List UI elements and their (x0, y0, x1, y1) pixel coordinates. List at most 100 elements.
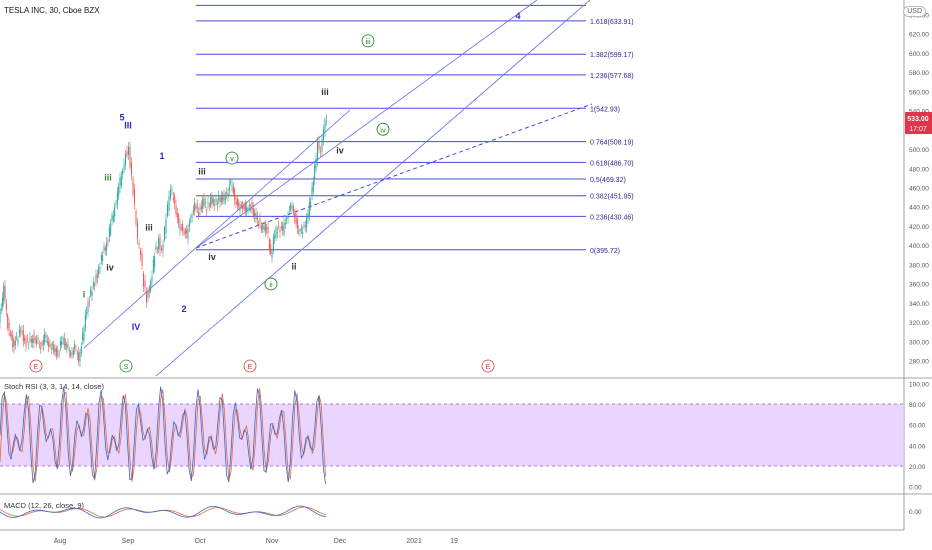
channel-left-line[interactable] (83, 109, 351, 349)
candle-body (58, 352, 60, 356)
candle-body (191, 214, 193, 219)
candle-body (8, 322, 10, 331)
candle-body (63, 338, 65, 347)
stoch-k-line[interactable] (0, 386, 326, 485)
wave-label-9: iii (198, 167, 206, 177)
candle-body (53, 344, 55, 353)
candle-body (271, 251, 273, 258)
candle-body (179, 224, 181, 231)
fib-label-2: 0.382(451.95) (590, 194, 634, 201)
candle-body (70, 352, 72, 357)
candle-body (29, 337, 31, 342)
candle-body (256, 216, 258, 220)
candle-body (251, 201, 253, 210)
candle-body (202, 198, 204, 209)
candle-body (0, 310, 1, 323)
circled-label-ring-1 (376, 122, 390, 136)
candle-body (83, 327, 85, 341)
candle-body (258, 223, 260, 226)
stoch-d-line[interactable] (0, 388, 326, 482)
current-price-tag: 533.00 17:07 (905, 112, 932, 134)
macd-panel[interactable]: MACD (12, 26, close, 9) (0, 501, 327, 519)
price-axis[interactable]: 280.00 300.00 320.00 340.00 360.00 380.00 400.… (909, 13, 929, 517)
candle-body (238, 202, 240, 207)
macd-tick-0: 0.00 (909, 509, 922, 516)
event-marker-2[interactable] (243, 359, 257, 373)
candle-body (46, 340, 48, 343)
symbol-header[interactable]: TESLA INC, 30, Cboe BZX (4, 6, 100, 15)
time-label-3: Nov (266, 538, 279, 545)
fibonacci-levels[interactable]: 0(395.72) 0.236(430.46) 0.382(451.95) 0.5(4… (196, 4, 634, 255)
candle-body (34, 338, 36, 340)
candle-body (84, 314, 86, 328)
price-candles (0, 114, 327, 367)
candle-body (150, 280, 152, 291)
candle-body (266, 227, 268, 230)
time-label-4: Dec (334, 538, 347, 545)
stoch-rsi-panel[interactable]: Stoch RSI (3, 3, 14, 14, close) (0, 382, 904, 485)
candle-body (236, 198, 238, 206)
candle-body (38, 344, 40, 346)
candle-body (280, 227, 282, 228)
candle-body (54, 348, 56, 353)
price-tick-2: 320.00 (909, 320, 929, 327)
price-tick-6: 400.00 (909, 243, 929, 250)
fib-label-6: 1(542.93) (590, 106, 620, 113)
candle-body (291, 206, 293, 208)
event-marker-label-2: E (248, 364, 253, 371)
candle-body (25, 340, 27, 347)
candle-body (208, 205, 210, 207)
candle-body (196, 205, 198, 208)
candle-body (224, 197, 226, 200)
candle-body (252, 208, 254, 216)
candle-body (134, 188, 135, 204)
price-tick-10: 480.00 (909, 166, 929, 173)
candle-body (99, 267, 101, 269)
candle-body (82, 333, 84, 341)
candle-body (30, 339, 32, 343)
candle-body (242, 206, 244, 209)
candle-body (75, 349, 77, 350)
candle-body (180, 227, 182, 229)
candle-body (219, 198, 221, 203)
candle-body (223, 193, 225, 202)
price-tick-7: 420.00 (909, 224, 929, 231)
candle-body (247, 208, 249, 210)
channel-upper-line[interactable] (195, 0, 538, 249)
candle-body (195, 206, 197, 209)
candle-body (298, 230, 300, 232)
candle-body (12, 335, 14, 347)
time-label-1: Sep (122, 538, 135, 545)
price-tag-value: 533.00 (907, 116, 929, 123)
currency-badge[interactable]: USD (903, 6, 926, 17)
candle-body (284, 223, 286, 225)
event-marker-1[interactable] (119, 359, 133, 373)
stoch-band-fill (0, 404, 904, 466)
event-marker-3[interactable] (481, 359, 495, 373)
candle-body (267, 226, 269, 233)
candle-body (300, 228, 302, 231)
trend-channel[interactable] (83, 0, 593, 377)
candle-body (52, 344, 53, 346)
candle-body (72, 350, 74, 356)
wave-label-7: 1 (159, 151, 164, 161)
time-axis[interactable]: Aug Sep Oct Nov Dec 2021 19 (54, 538, 458, 545)
candle-body (131, 162, 132, 175)
macd-line[interactable] (0, 505, 327, 519)
candle-body (270, 244, 272, 254)
wave-label-4: iv (106, 263, 114, 273)
channel-lower-line[interactable] (155, 0, 591, 377)
candle-body (207, 202, 209, 204)
candle-body (88, 301, 90, 303)
price-tick-17: 620.00 (909, 32, 929, 39)
circled-label-2: v (230, 154, 234, 163)
event-marker-0[interactable] (29, 359, 43, 373)
candle-body (167, 204, 168, 216)
candle-body (170, 189, 171, 199)
trendline-dashed[interactable] (195, 103, 593, 249)
candle-body (22, 330, 24, 342)
candle-body (24, 337, 26, 341)
wave-label-3: i (83, 290, 86, 300)
